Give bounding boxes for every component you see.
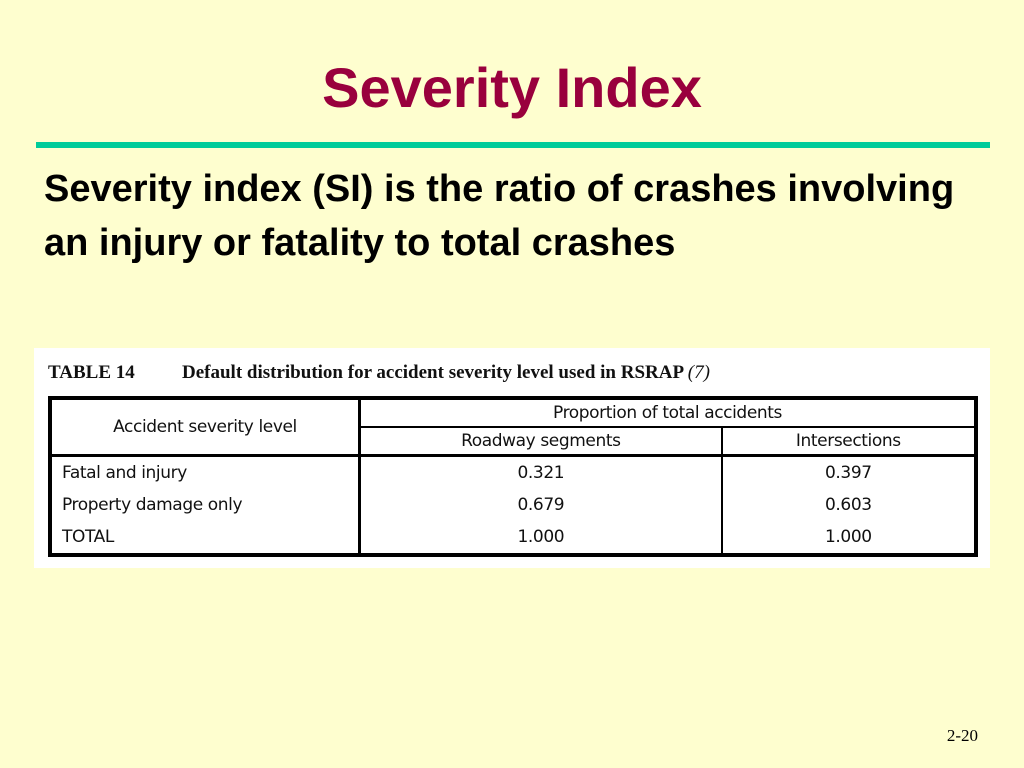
row-severity-level: TOTAL	[50, 521, 361, 555]
header-intersections: Intersections	[721, 427, 976, 457]
table-caption-number: TABLE 14	[48, 362, 135, 383]
header-accident-severity-level: Accident severity level	[50, 398, 361, 457]
header-proportion-group: Proportion of total accidents	[359, 398, 976, 428]
table-figure: TABLE 14 Default distribution for acciden…	[34, 348, 990, 568]
table-caption: TABLE 14 Default distribution for acciden…	[48, 362, 710, 384]
table-row: Fatal and injury 0.321 0.397	[50, 455, 976, 489]
table-subheader-row: Roadway segments Intersections	[50, 427, 976, 457]
slide-title: Severity Index	[322, 56, 702, 119]
slide-number: 2-20	[946, 726, 978, 745]
table-row: TOTAL 1.000 1.000	[50, 521, 976, 555]
row-roadway-value: 0.679	[359, 489, 723, 521]
row-severity-level: Property damage only	[50, 489, 361, 521]
table-row: Property damage only 0.679 0.603	[50, 489, 976, 521]
row-intersections-value: 1.000	[824, 527, 872, 547]
header-roadway-segments: Roadway segments	[359, 427, 723, 457]
row-severity-level: Fatal and injury	[50, 455, 361, 489]
title-divider	[36, 142, 990, 148]
row-roadway-value: 1.000	[359, 521, 723, 555]
severity-distribution-table: Accident severity level Proportion of to…	[48, 396, 978, 557]
table-header-row: Accident severity level Proportion of to…	[50, 398, 976, 457]
table-caption-text: Default distribution for accident severi…	[182, 362, 684, 383]
row-roadway-value: 0.321	[359, 455, 723, 489]
row-intersections-value: 0.603	[824, 495, 872, 515]
row-intersections-value: 0.397	[824, 463, 872, 483]
table-caption-reference: (7)	[687, 362, 710, 383]
slide-body-text: Severity index (SI) is the ratio of cras…	[44, 168, 955, 264]
